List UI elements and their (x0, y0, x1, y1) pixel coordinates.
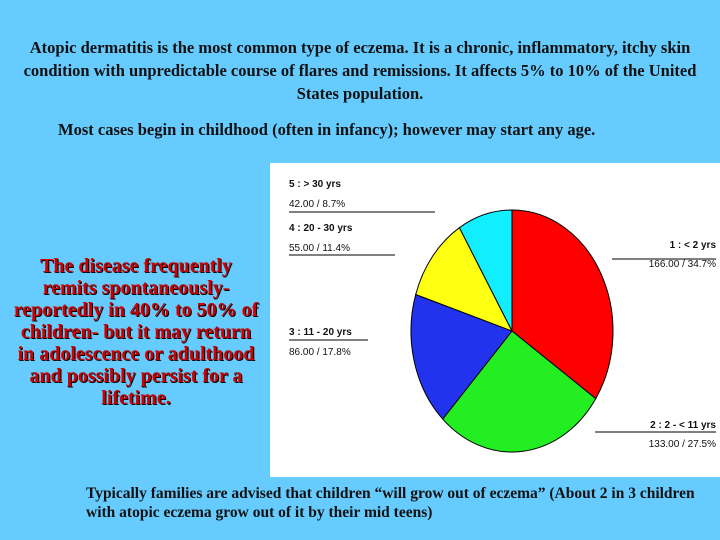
pie-slice-4 (415, 226, 514, 332)
slice-value-5: 42.00 / 8.7% (289, 199, 345, 210)
slice-label-4: 4 : 20 - 30 yrs (289, 223, 353, 234)
pie-chart: 1 : < 2 yrs 166.00 / 34.7% 2 : 2 - < 11 yr… (289, 179, 717, 453)
slice-value-1: 166.00 / 34.7% (649, 259, 716, 270)
pie-slice-3 (410, 293, 513, 420)
remission-text: The disease frequently remits spontaneou… (13, 255, 259, 409)
childhood-onset-text: Most cases begin in childhood (often in … (58, 120, 596, 139)
slice-label-2: 2 : 2 - < 11 yrs (650, 420, 716, 431)
slice-value-4: 55.00 / 11.4% (289, 243, 350, 254)
slice-label-1: 1 : < 2 yrs (670, 240, 717, 251)
intro-paragraph: Atopic dermatitis is the most common typ… (23, 38, 697, 103)
slice-value-3: 86.00 / 17.8% (289, 347, 351, 358)
pie-chart-panel: 1 : < 2 yrs 166.00 / 34.7% 2 : 2 - < 11 yr… (270, 163, 720, 477)
pie-slice-1 (511, 209, 614, 400)
slice-value-2: 133.00 / 27.5% (649, 439, 716, 450)
outgrow-text: Typically families are advised that chil… (86, 485, 695, 521)
pie-slice-2 (442, 330, 597, 453)
pie-slice-5 (458, 209, 513, 332)
slice-label-5: 5 : > 30 yrs (289, 179, 341, 190)
slice-label-3: 3 : 11 - 20 yrs (289, 327, 352, 338)
